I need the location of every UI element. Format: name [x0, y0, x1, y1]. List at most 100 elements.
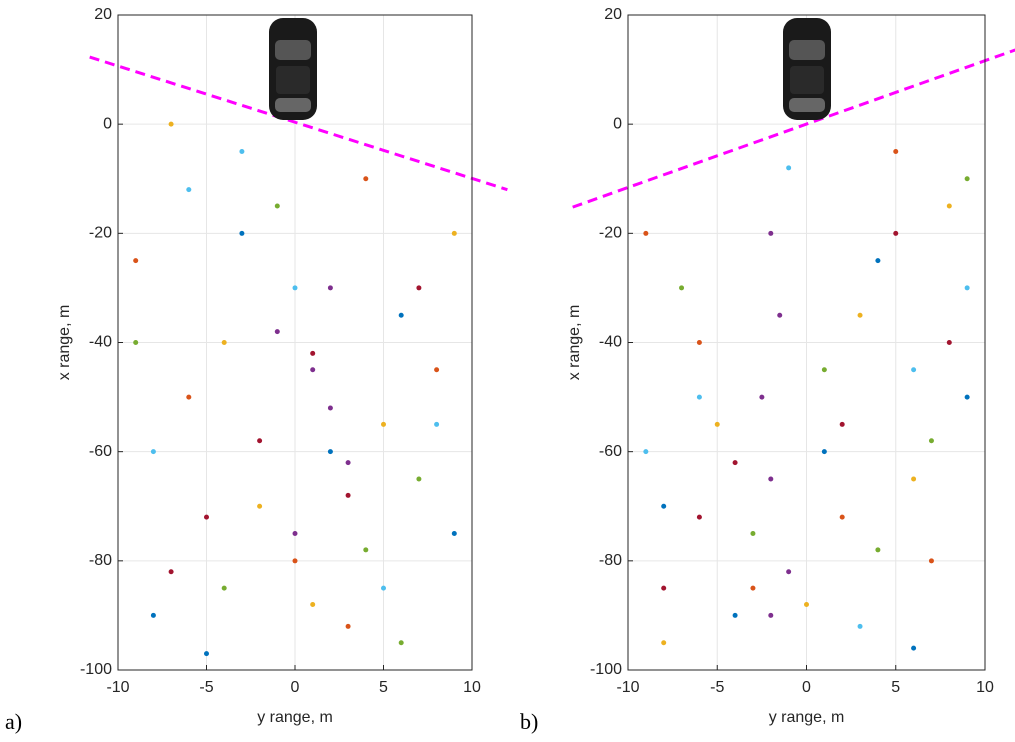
scatter-point: [257, 438, 263, 444]
scatter-point: [964, 394, 970, 400]
y-tick-label: -20: [599, 225, 622, 242]
scatter-point: [911, 476, 917, 482]
y-tick-label: -100: [590, 661, 622, 678]
scatter-point: [133, 340, 139, 345]
scatter-point: [964, 176, 970, 182]
car-icon: [269, 18, 317, 120]
scatter-point: [964, 285, 970, 291]
scatter-point: [363, 547, 369, 553]
scatter-point: [274, 329, 280, 335]
scatter-point: [679, 285, 685, 291]
x-tick-label: -10: [106, 679, 129, 696]
x-tick-label: -5: [710, 679, 724, 696]
scatter-point: [168, 121, 174, 127]
scatter-point: [310, 602, 316, 607]
scatter-point: [911, 645, 917, 651]
scatter-point: [292, 531, 298, 537]
scatter-point: [239, 148, 245, 154]
scatter-point: [821, 449, 827, 455]
scatter-point: [786, 165, 792, 171]
scatter-point: [946, 340, 952, 345]
scatter-point: [696, 514, 702, 520]
scatter-point: [363, 176, 369, 182]
scatter-point: [451, 230, 457, 236]
y-tick-label: -40: [599, 334, 622, 351]
scatter-point: [451, 531, 457, 537]
scatter-point: [150, 612, 156, 618]
scatter-point: [893, 230, 899, 236]
y-tick-label: -40: [89, 334, 112, 351]
y-tick-label: -60: [599, 443, 622, 460]
scatter-point: [434, 421, 440, 427]
scatter-point: [345, 460, 351, 466]
y-tick-label: -80: [89, 552, 112, 569]
scatter-point: [661, 640, 667, 646]
scatter-point: [416, 476, 422, 482]
scatter-point: [327, 405, 333, 411]
y-tick-label: 0: [613, 115, 622, 132]
scatter-point: [768, 476, 774, 482]
scatter-point: [221, 340, 227, 345]
scatter-point: [696, 340, 702, 345]
scatter-point: [786, 569, 792, 575]
scatter-point: [327, 449, 333, 455]
y-tick-label: 20: [94, 6, 112, 23]
x-axis-label: y range, m: [769, 709, 845, 726]
scatter-point: [821, 367, 827, 373]
scatter-point: [768, 230, 774, 236]
panel-label: b): [520, 709, 538, 734]
scatter-point: [750, 531, 756, 537]
scatter-point: [732, 612, 738, 618]
scatter-point: [804, 602, 809, 607]
scatter-point: [204, 651, 209, 657]
scatter-point: [186, 394, 192, 400]
panel-label: a): [5, 709, 22, 734]
scatter-point: [257, 503, 263, 509]
y-tick-label: -60: [89, 443, 112, 460]
x-tick-label: 5: [379, 679, 388, 696]
y-tick-label: -100: [80, 661, 112, 678]
scatter-point: [150, 449, 156, 455]
scatter-point: [750, 585, 756, 591]
scatter-point: [661, 585, 667, 591]
scatter-point: [186, 187, 192, 193]
x-tick-label: -10: [616, 679, 639, 696]
x-tick-label: 5: [891, 679, 900, 696]
scatter-point: [643, 230, 649, 236]
scatter-point: [310, 367, 316, 373]
scatter-point: [345, 492, 351, 498]
scatter-point: [768, 612, 774, 618]
y-tick-label: 0: [103, 115, 112, 132]
scatter-point: [643, 449, 649, 455]
scatter-point: [327, 285, 333, 291]
car-icon: [783, 18, 831, 120]
x-tick-label: -5: [199, 679, 213, 696]
y-tick-label: -20: [89, 225, 112, 242]
scatter-point: [381, 585, 386, 591]
y-axis-label: x range, m: [56, 305, 73, 381]
x-tick-label: 10: [463, 679, 481, 696]
x-tick-label: 10: [976, 679, 994, 696]
scatter-point: [239, 230, 245, 236]
y-tick-label: -80: [599, 552, 622, 569]
scatter-point: [345, 623, 351, 629]
boundary-line: [89, 55, 508, 192]
scatter-point: [168, 569, 174, 575]
scatter-point: [292, 285, 298, 291]
scatter-point: [777, 312, 783, 318]
scatter-point: [839, 514, 845, 520]
scatter-point: [292, 558, 298, 564]
scatter-point: [310, 350, 316, 356]
scatter-point: [204, 514, 209, 520]
x-axis-label: y range, m: [257, 709, 333, 726]
scatter-point: [893, 148, 899, 154]
boundary-line: [572, 48, 1015, 209]
scatter-point: [133, 258, 139, 264]
scatter-point: [732, 460, 738, 466]
scatter-point: [928, 558, 934, 564]
scatter-point: [398, 640, 404, 646]
scatter-point: [381, 421, 386, 427]
y-axis-label: x range, m: [566, 305, 583, 381]
x-tick-label: 0: [291, 679, 300, 696]
